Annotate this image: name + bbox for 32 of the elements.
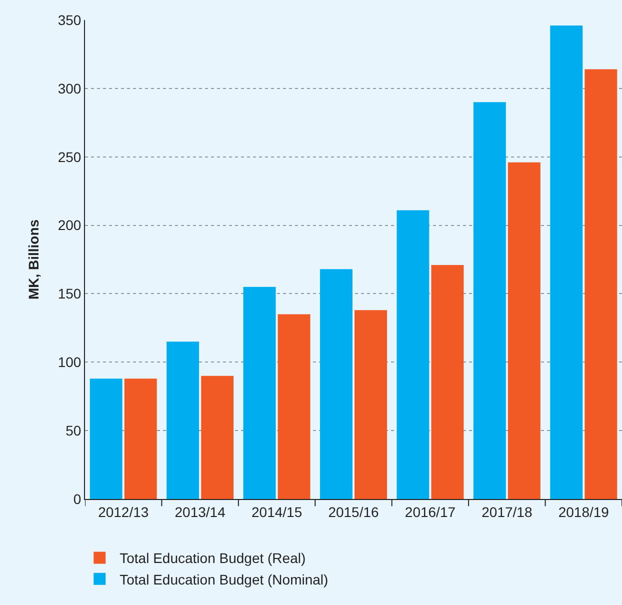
y-tick-label: 50 <box>66 422 82 438</box>
bar <box>243 286 276 499</box>
y-tick-label: 350 <box>58 12 82 28</box>
bar <box>396 210 430 499</box>
y-axis-title: MK, Billions <box>25 219 42 300</box>
bar <box>90 378 122 499</box>
y-tick-label: 200 <box>58 217 82 234</box>
x-tick-label: 2016/17 <box>404 504 456 520</box>
bar <box>354 310 387 499</box>
legend-label: Total Education Budget (Real) <box>120 550 306 566</box>
bar <box>166 342 200 499</box>
y-tick-label: 300 <box>58 80 82 96</box>
bar <box>508 162 540 499</box>
x-tick-label: 2017/18 <box>482 504 532 520</box>
legend-label: Total Education Budget (Nominal) <box>120 571 328 588</box>
x-tick-label: 2018/19 <box>558 504 610 520</box>
y-tick-label: 150 <box>58 286 82 302</box>
x-tick-label: 2013/14 <box>174 504 226 520</box>
bar <box>431 264 464 499</box>
y-tick-label: 0 <box>73 490 82 507</box>
bar <box>550 25 583 499</box>
bar <box>278 314 310 499</box>
bar <box>124 378 157 499</box>
x-tick-label: 2014/15 <box>251 504 302 520</box>
bar <box>473 102 506 499</box>
x-tick-label: 2015/16 <box>328 504 380 520</box>
bar <box>320 269 352 499</box>
y-tick-label: 100 <box>58 354 82 370</box>
y-tick-label: 250 <box>58 148 82 165</box>
x-tick-label: 2012/13 <box>98 504 149 520</box>
bar <box>584 69 618 499</box>
bar <box>201 376 234 499</box>
